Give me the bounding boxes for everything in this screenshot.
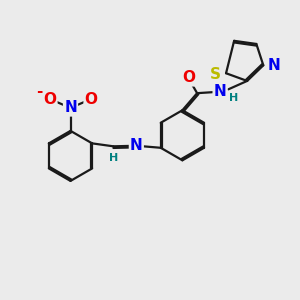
Text: H: H [229, 93, 238, 103]
Text: H: H [109, 152, 119, 163]
Text: N: N [268, 58, 281, 73]
Text: -: - [36, 84, 43, 99]
Text: N: N [64, 100, 77, 116]
Text: O: O [182, 70, 195, 86]
Text: O: O [44, 92, 56, 106]
Text: O: O [85, 92, 98, 106]
Text: S: S [210, 67, 221, 82]
Text: N: N [130, 138, 143, 153]
Text: N: N [214, 84, 226, 99]
